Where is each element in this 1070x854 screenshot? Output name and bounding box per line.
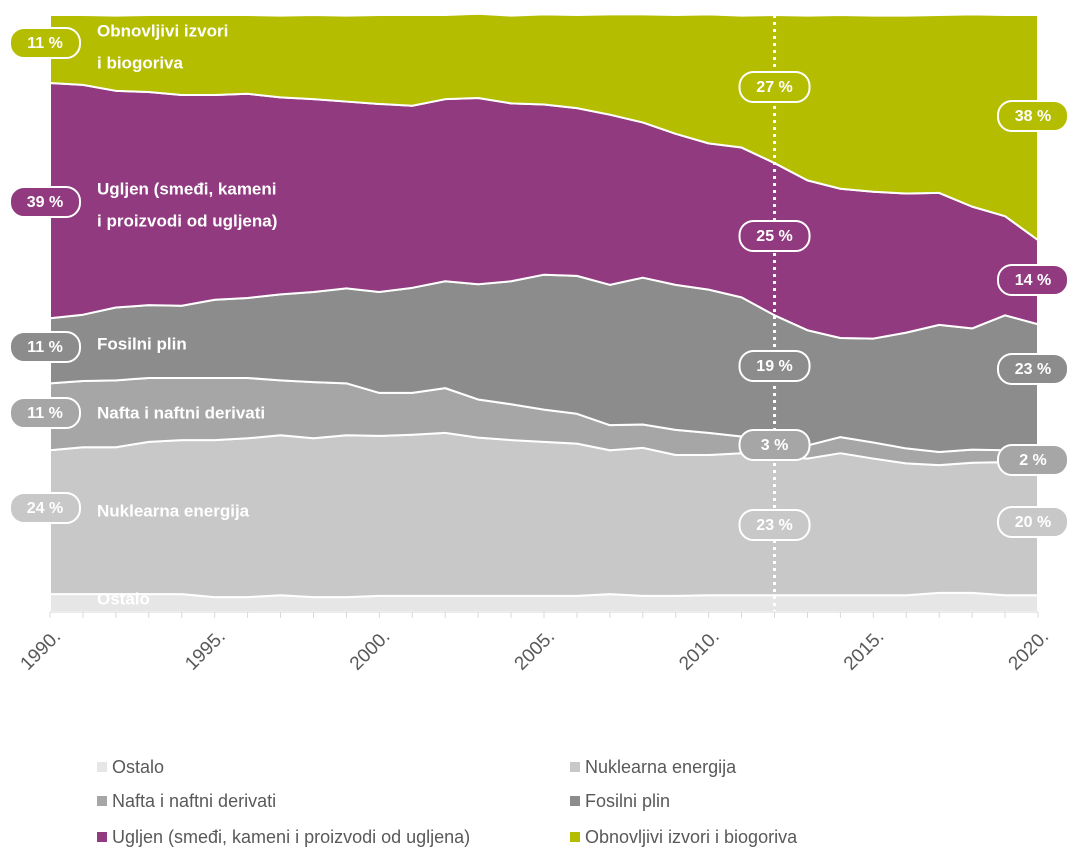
share-label-text: 20 % bbox=[1015, 514, 1051, 531]
share-label-text: 39 % bbox=[27, 194, 63, 211]
share-label-text: 23 % bbox=[756, 517, 792, 534]
x-tick-label: 1995. bbox=[181, 626, 229, 674]
share-label-box bbox=[9, 27, 81, 59]
area-label: Nuklearna energija bbox=[97, 501, 250, 520]
share-label-box bbox=[9, 492, 81, 524]
area-label: Ugljen (smeđi, kameni bbox=[97, 179, 277, 198]
share-label-text: 25 % bbox=[756, 228, 792, 245]
area-label: Ostalo bbox=[97, 589, 150, 608]
area-label: Nafta i naftni derivati bbox=[97, 403, 265, 422]
share-label-box bbox=[738, 350, 811, 382]
share-label-text: 38 % bbox=[1015, 108, 1051, 125]
share-label-box bbox=[9, 186, 81, 218]
legend-label: Obnovljivi izvori i biogoriva bbox=[585, 827, 798, 847]
legend-swatch bbox=[97, 796, 107, 806]
share-label: 23 % bbox=[997, 353, 1069, 385]
legend-swatch bbox=[570, 832, 580, 842]
x-tick-label: 2000. bbox=[346, 626, 394, 674]
share-label-box bbox=[9, 331, 81, 363]
share-label-text: 3 % bbox=[761, 437, 789, 454]
area-label: Obnovljivi izvori bbox=[97, 21, 228, 40]
share-label: 2 % bbox=[997, 444, 1069, 476]
share-label-box bbox=[997, 264, 1069, 296]
x-tick-label: 2005. bbox=[511, 626, 559, 674]
x-tick-label: 1990. bbox=[17, 626, 65, 674]
area-label: Fosilni plin bbox=[97, 334, 187, 353]
legend-swatch bbox=[97, 762, 107, 772]
share-label-text: 24 % bbox=[27, 500, 63, 517]
share-label-text: 11 % bbox=[27, 405, 63, 422]
legend-label: Fosilni plin bbox=[585, 791, 670, 811]
share-label: 11 % bbox=[9, 331, 81, 363]
share-label-text: 23 % bbox=[1015, 361, 1051, 378]
share-label-box bbox=[738, 429, 811, 461]
share-label-text: 11 % bbox=[27, 339, 63, 356]
share-label-box bbox=[997, 444, 1069, 476]
share-label-box bbox=[997, 353, 1069, 385]
share-label-text: 27 % bbox=[756, 79, 792, 96]
share-label: 39 % bbox=[9, 186, 81, 218]
share-label: 38 % bbox=[997, 100, 1069, 132]
legend-label: Ugljen (smeđi, kameni i proizvodi od ugl… bbox=[112, 827, 470, 847]
share-label-box bbox=[738, 71, 811, 103]
share-label: 27 % bbox=[738, 71, 811, 103]
x-tick-label: 2020. bbox=[1005, 626, 1053, 674]
legend-swatch bbox=[570, 762, 580, 772]
share-label: 11 % bbox=[9, 397, 81, 429]
x-tick-label: 2010. bbox=[675, 626, 723, 674]
legend-swatch bbox=[97, 832, 107, 842]
share-label: 19 % bbox=[738, 350, 811, 382]
share-label: 20 % bbox=[997, 506, 1069, 538]
legend-label: Nafta i naftni derivati bbox=[112, 791, 276, 811]
share-label: 25 % bbox=[738, 220, 811, 252]
share-label-box bbox=[9, 397, 81, 429]
share-label-box bbox=[738, 220, 811, 252]
share-label: 24 % bbox=[9, 492, 81, 524]
share-label-box bbox=[738, 509, 811, 541]
area bbox=[49, 12, 1039, 242]
share-label-text: 14 % bbox=[1015, 272, 1051, 289]
share-label: 3 % bbox=[738, 429, 811, 461]
legend-swatch bbox=[570, 796, 580, 806]
share-label-text: 19 % bbox=[756, 358, 792, 375]
share-label: 14 % bbox=[997, 264, 1069, 296]
share-label: 23 % bbox=[738, 509, 811, 541]
legend-label: Nuklearna energija bbox=[585, 757, 737, 777]
share-label-box bbox=[997, 100, 1069, 132]
share-label-text: 11 % bbox=[27, 35, 63, 52]
x-tick-label: 2015. bbox=[840, 626, 888, 674]
share-label-box bbox=[997, 506, 1069, 538]
area-label: i proizvodi od ugljena) bbox=[97, 211, 277, 230]
area-label: i biogoriva bbox=[97, 53, 184, 72]
legend-label: Ostalo bbox=[112, 757, 164, 777]
share-label: 11 % bbox=[9, 27, 81, 59]
share-label-text: 2 % bbox=[1019, 452, 1047, 469]
